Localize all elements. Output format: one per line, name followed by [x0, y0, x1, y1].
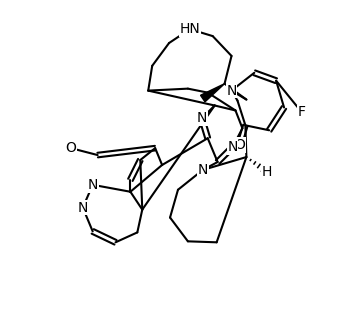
Polygon shape [201, 84, 225, 102]
Text: N: N [78, 200, 88, 215]
Text: HN: HN [180, 22, 200, 36]
Text: N: N [197, 111, 207, 126]
Text: N: N [197, 163, 208, 177]
Text: H: H [262, 165, 272, 179]
Text: O: O [65, 141, 76, 155]
Text: F: F [298, 105, 306, 119]
Text: N: N [226, 84, 237, 97]
Text: N: N [88, 178, 98, 192]
Text: N: N [227, 140, 238, 154]
Text: O: O [234, 138, 245, 152]
